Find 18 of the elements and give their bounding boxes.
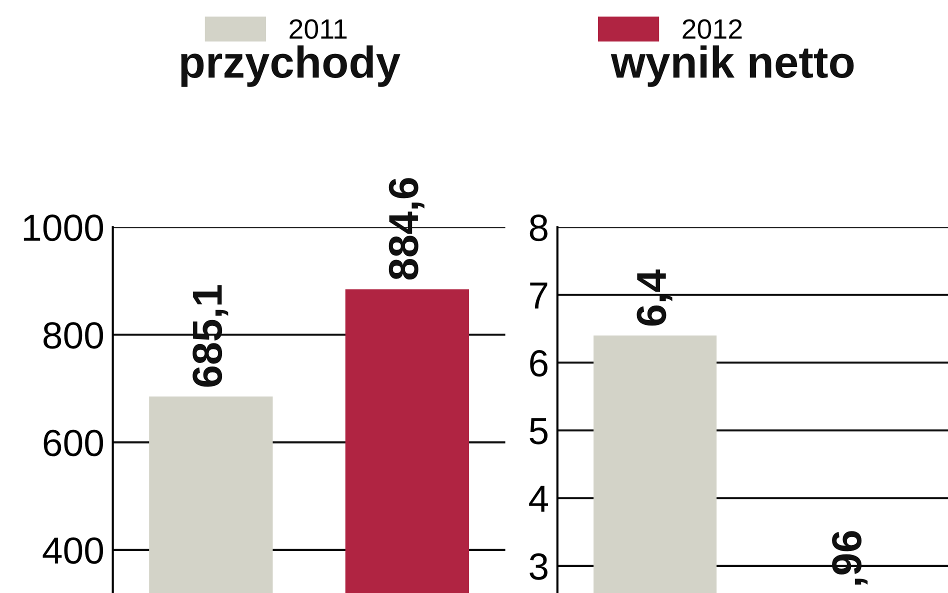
y-tick-label: 4 [529, 486, 548, 512]
y-tick-label: 6 [530, 350, 548, 377]
y-tick-label: 400 [42, 537, 104, 564]
y-tick-label: 600 [44, 430, 104, 456]
chart-title: przychody [181, 45, 400, 87]
data-label: 685,1 [192, 285, 228, 387]
annotation: ,96 [832, 531, 868, 585]
y-tick-label: 8 [530, 214, 548, 242]
data-label: 884,6 [388, 178, 424, 280]
y-tick-label: 1000 [24, 214, 104, 242]
chart-title: wynik netto [610, 45, 854, 87]
y-tick-label: 800 [44, 322, 104, 349]
y-tick-label: 3 [530, 553, 548, 580]
data-label: 6,4 [636, 269, 672, 326]
y-tick-label: 5 [530, 418, 548, 444]
legend-label: 2011 [290, 19, 347, 39]
y-tick-label: 7 [530, 282, 548, 308]
legend-label: 2012 [682, 19, 742, 39]
